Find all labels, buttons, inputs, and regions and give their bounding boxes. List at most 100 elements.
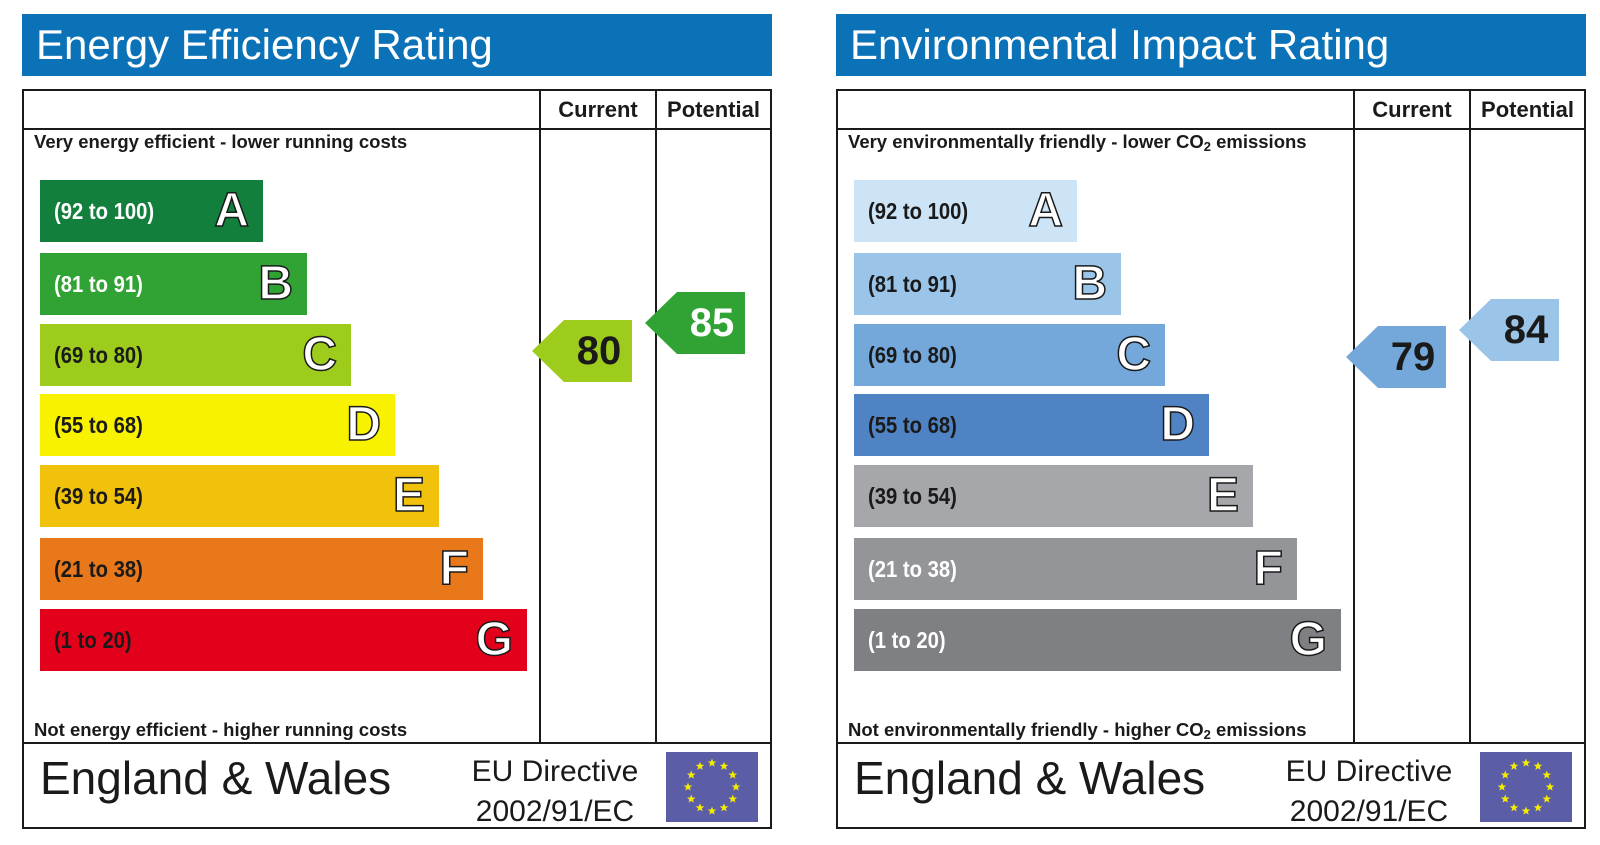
column-divider — [1469, 89, 1471, 742]
eu-star-icon — [728, 794, 738, 803]
eu-star-icon — [731, 782, 741, 791]
eu-star-icon — [683, 782, 693, 791]
chart-title: Energy Efficiency Rating — [22, 14, 772, 76]
footer-divider — [22, 742, 772, 744]
band-letter: A — [214, 183, 250, 238]
band-range-label: (81 to 91) — [868, 271, 957, 297]
directive-line-2: 2002/91/EC — [475, 795, 635, 828]
band-letter: D — [1160, 397, 1196, 452]
bottom-note-text: Not environmentally friendly - higher CO — [848, 719, 1204, 740]
environmental-impact-panel: Environmental Impact Rating Current Pote… — [836, 0, 1596, 845]
eu-star-icon — [1500, 770, 1510, 779]
eu-star-icon — [1545, 782, 1555, 791]
band-range-label: (21 to 38) — [54, 556, 143, 582]
band-range-label: (39 to 54) — [868, 483, 957, 509]
band-letter: E — [392, 468, 426, 523]
footer-directive: EU Directive 2002/91/EC — [1272, 752, 1466, 832]
eu-star-icon — [719, 803, 729, 812]
chart-title: Environmental Impact Rating — [836, 14, 1586, 76]
rating-band-e: (39 to 54) E — [40, 465, 439, 527]
potential-rating-value: 85 — [689, 301, 735, 345]
eu-flag-icon — [1480, 752, 1572, 822]
top-note-tail: emissions — [1210, 131, 1307, 152]
eu-star-icon — [1542, 794, 1552, 803]
band-range-label: (55 to 68) — [54, 412, 143, 438]
band-letter: G — [1289, 612, 1328, 667]
band-letter: E — [1206, 468, 1240, 523]
potential-rating-arrow: 84 — [1459, 299, 1559, 361]
eu-star-icon — [1509, 761, 1519, 770]
rating-band-d: (55 to 68) D — [854, 394, 1209, 456]
eu-star-icon — [707, 758, 717, 767]
bottom-note-subscript: 2 — [1203, 727, 1211, 742]
potential-arrow-shape — [645, 292, 745, 354]
rating-band-b: (81 to 91) B — [40, 253, 307, 315]
current-arrow-shape — [1346, 326, 1446, 388]
rating-band-e: (39 to 54) E — [854, 465, 1253, 527]
eu-star-icon — [1500, 794, 1510, 803]
rating-band-f: (21 to 38) F — [40, 538, 483, 600]
band-range-label: (69 to 80) — [54, 342, 143, 368]
rating-band-b: (81 to 91) B — [854, 253, 1121, 315]
rating-band-f: (21 to 38) F — [854, 538, 1297, 600]
eu-star-icon — [1497, 782, 1507, 791]
band-letter: C — [1116, 327, 1152, 382]
directive-line-1: EU Directive — [1285, 755, 1453, 788]
current-rating-value: 79 — [1390, 335, 1436, 379]
top-note: Very energy efficient - lower running co… — [34, 131, 407, 153]
eu-star-icon — [1533, 761, 1543, 770]
current-arrow-shape — [532, 320, 632, 382]
current-rating-value: 80 — [576, 329, 622, 373]
directive-line-2: 2002/91/EC — [1289, 795, 1449, 828]
potential-arrow-shape — [1459, 299, 1559, 361]
band-letter: G — [475, 612, 514, 667]
eu-star-icon — [695, 803, 705, 812]
band-range-label: (1 to 20) — [54, 627, 132, 653]
band-range-label: (92 to 100) — [868, 198, 969, 224]
eu-flag-icon — [666, 752, 758, 822]
directive-line-1: EU Directive — [471, 755, 639, 788]
column-divider — [655, 89, 657, 742]
top-note-text: Very environmentally friendly - lower CO — [848, 131, 1204, 152]
band-letter: F — [1253, 541, 1284, 596]
rating-band-a: (92 to 100) A — [40, 180, 263, 242]
eu-star-icon — [686, 794, 696, 803]
potential-rating-value: 84 — [1503, 308, 1549, 352]
band-range-label: (55 to 68) — [868, 412, 957, 438]
band-letter: A — [1028, 183, 1064, 238]
column-divider — [539, 89, 541, 742]
band-range-label: (69 to 80) — [868, 342, 957, 368]
chart-frame — [22, 89, 772, 829]
eu-star-icon — [728, 770, 738, 779]
rating-band-g: (1 to 20) G — [854, 609, 1341, 671]
bottom-note-tail: emissions — [1210, 719, 1307, 740]
rating-band-c: (69 to 80) C — [854, 324, 1165, 386]
current-rating-arrow: 79 — [1346, 326, 1446, 388]
footer-country: England & Wales — [854, 752, 1206, 804]
eu-star-icon — [1533, 803, 1543, 812]
rating-band-d: (55 to 68) D — [40, 394, 395, 456]
band-range-label: (21 to 38) — [868, 556, 957, 582]
current-column-header: Current — [1372, 97, 1452, 122]
rating-band-g: (1 to 20) G — [40, 609, 527, 671]
eu-star-icon — [707, 806, 717, 815]
top-note-subscript: 2 — [1203, 139, 1211, 154]
current-rating-arrow: 80 — [532, 320, 632, 382]
column-divider — [1353, 89, 1355, 742]
current-column-header: Current — [558, 97, 638, 122]
eu-star-icon — [1521, 758, 1531, 767]
chart-frame — [836, 89, 1586, 829]
bottom-note: Not energy efficient - higher running co… — [34, 719, 407, 741]
band-range-label: (81 to 91) — [54, 271, 143, 297]
bottom-note-text: Not energy efficient - higher running co… — [34, 719, 408, 740]
band-letter: B — [1072, 256, 1108, 311]
eu-star-icon — [1509, 803, 1519, 812]
eu-star-icon — [1542, 770, 1552, 779]
band-letter: B — [258, 256, 294, 311]
band-letter: F — [439, 541, 470, 596]
eu-star-icon — [695, 761, 705, 770]
header-divider — [836, 128, 1586, 130]
eu-star-icon — [719, 761, 729, 770]
header-divider — [22, 128, 772, 130]
eu-star-icon — [686, 770, 696, 779]
